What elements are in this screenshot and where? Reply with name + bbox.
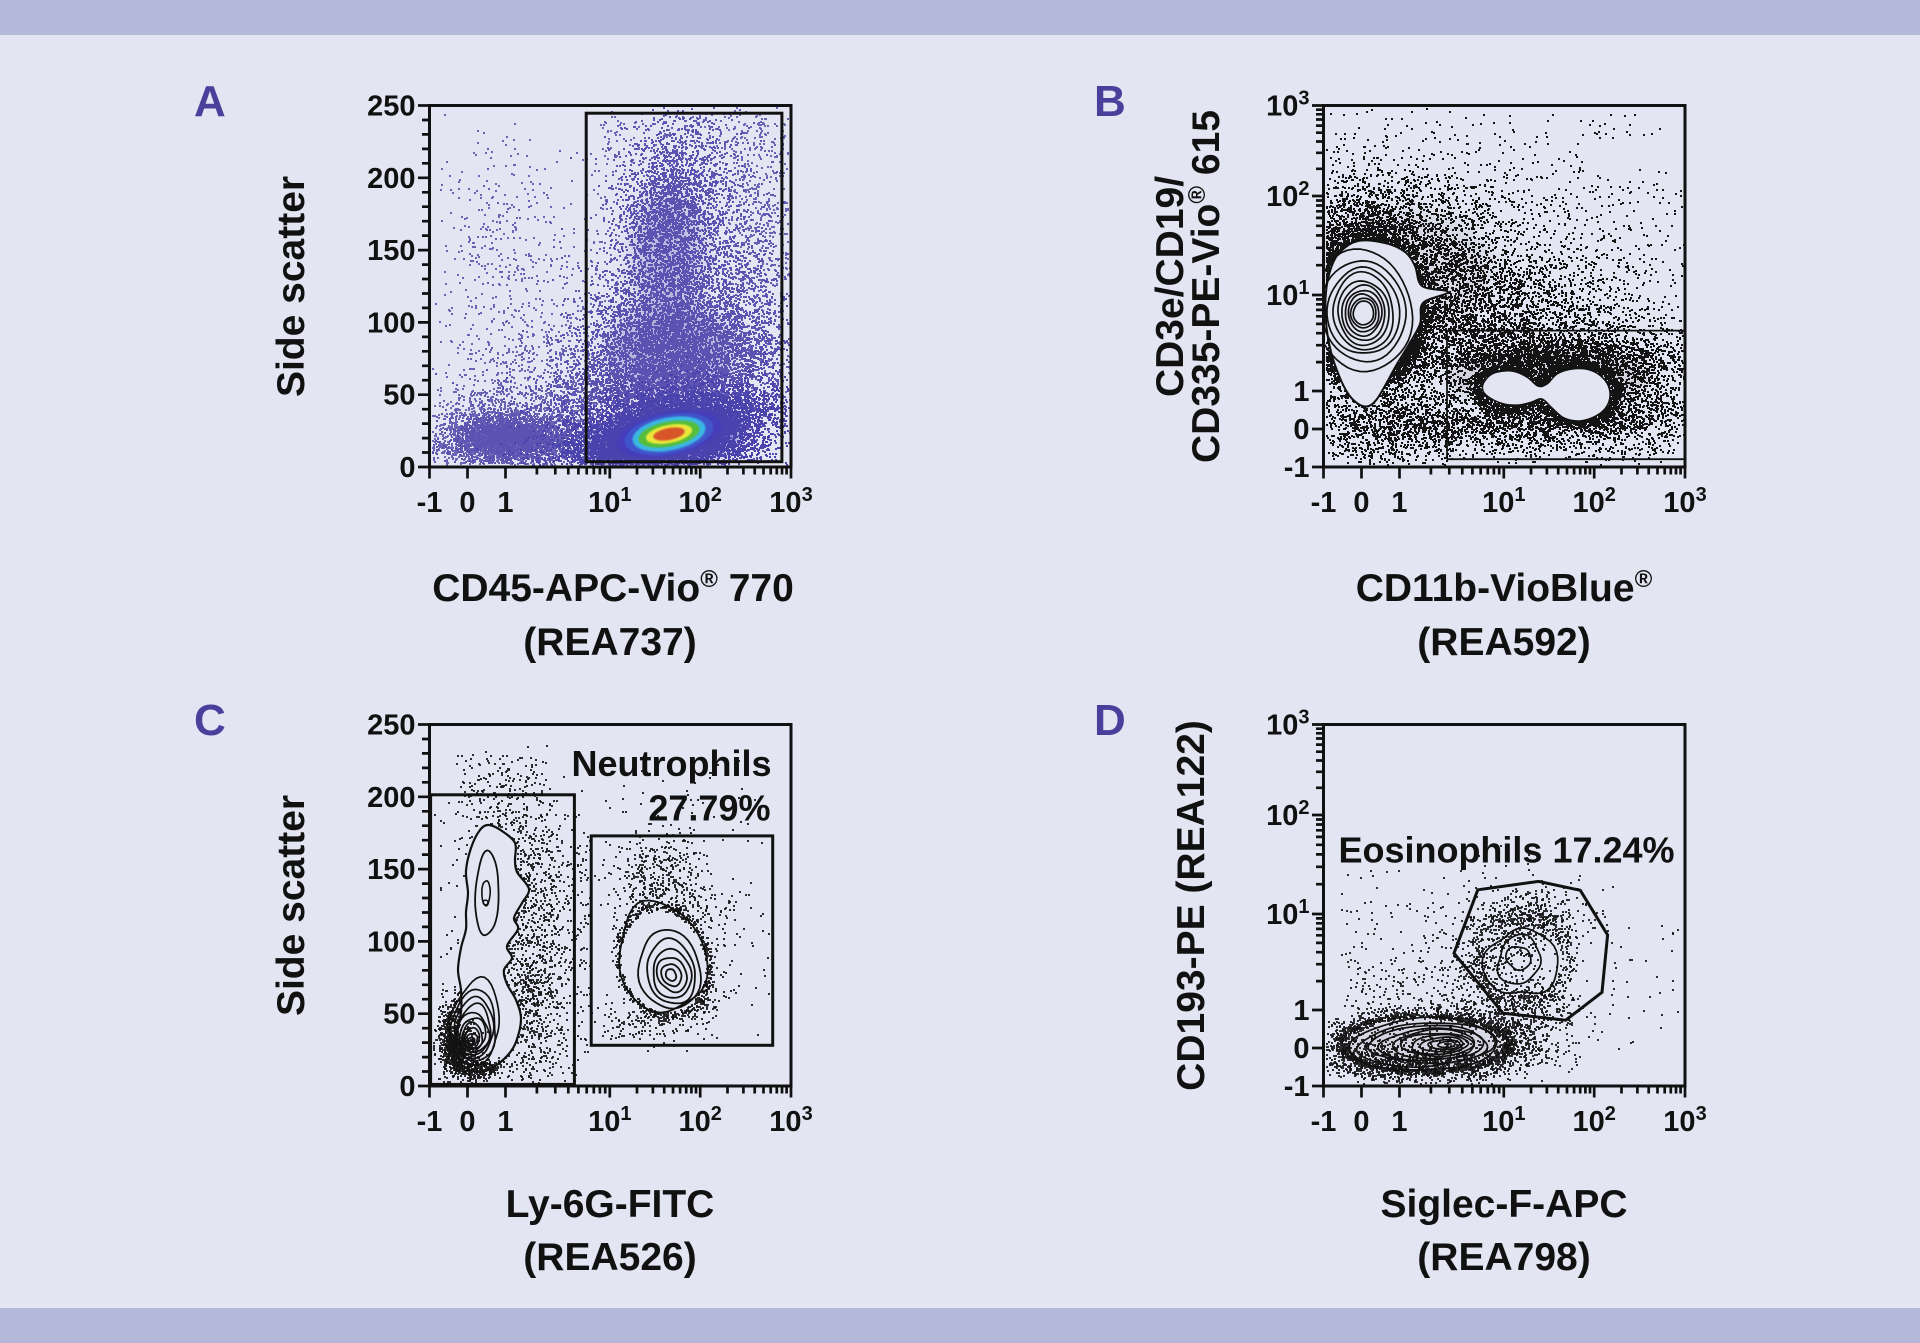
svg-text:Side scatter: Side scatter <box>270 795 313 1016</box>
svg-text:C: C <box>194 696 226 745</box>
svg-text:-1: -1 <box>417 1106 443 1138</box>
svg-text:-1: -1 <box>417 487 443 519</box>
svg-text:CD3e/CD19/: CD3e/CD19/ <box>1149 176 1192 397</box>
svg-text:-1: -1 <box>1284 1071 1310 1103</box>
svg-text:(REA798): (REA798) <box>1417 1236 1590 1279</box>
svg-text:102: 102 <box>1266 178 1309 213</box>
svg-text:0: 0 <box>459 487 475 519</box>
svg-text:Siglec-F-APC: Siglec-F-APC <box>1380 1183 1627 1226</box>
svg-text:200: 200 <box>367 163 415 195</box>
svg-text:100: 100 <box>367 307 415 339</box>
svg-text:(REA526): (REA526) <box>523 1236 696 1279</box>
svg-text:0: 0 <box>1353 487 1369 519</box>
svg-text:Eosinophils 17.24%: Eosinophils 17.24% <box>1338 830 1674 871</box>
svg-text:200: 200 <box>367 782 415 814</box>
svg-text:Ly-6G-FITC: Ly-6G-FITC <box>506 1183 715 1226</box>
svg-text:0: 0 <box>1293 414 1309 446</box>
svg-text:Side scatter: Side scatter <box>270 176 313 397</box>
svg-text:-1: -1 <box>1284 452 1310 484</box>
svg-text:0: 0 <box>399 452 415 484</box>
svg-text:250: 250 <box>367 710 415 742</box>
svg-text:CD11b-VioBlue®: CD11b-VioBlue® <box>1356 566 1653 610</box>
svg-text:100: 100 <box>367 926 415 958</box>
svg-text:CD335-PE-Vio® 615: CD335-PE-Vio® 615 <box>1184 110 1228 463</box>
svg-text:1: 1 <box>1391 1106 1407 1138</box>
svg-text:Neutrophils: Neutrophils <box>571 743 771 784</box>
svg-text:50: 50 <box>383 999 415 1031</box>
svg-text:27.79%: 27.79% <box>648 788 770 829</box>
svg-text:1: 1 <box>1293 376 1309 408</box>
svg-text:-1: -1 <box>1311 487 1337 519</box>
svg-text:D: D <box>1094 696 1126 745</box>
svg-text:0: 0 <box>459 1106 475 1138</box>
svg-text:-1: -1 <box>1311 1106 1337 1138</box>
svg-text:150: 150 <box>367 854 415 886</box>
svg-text:0: 0 <box>1353 1106 1369 1138</box>
svg-text:0: 0 <box>399 1071 415 1103</box>
svg-text:250: 250 <box>367 91 415 123</box>
svg-text:1: 1 <box>497 1106 513 1138</box>
svg-text:1: 1 <box>1391 487 1407 519</box>
svg-text:150: 150 <box>367 235 415 267</box>
svg-text:50: 50 <box>383 380 415 412</box>
svg-text:0: 0 <box>1293 1033 1309 1065</box>
svg-text:CD45-APC-Vio® 770: CD45-APC-Vio® 770 <box>432 566 794 610</box>
svg-text:A: A <box>194 77 226 126</box>
svg-text:CD193-PE (REA122): CD193-PE (REA122) <box>1170 720 1213 1091</box>
svg-text:1: 1 <box>497 487 513 519</box>
svg-text:101: 101 <box>588 484 631 519</box>
svg-text:1: 1 <box>1293 995 1309 1027</box>
svg-text:(REA737): (REA737) <box>523 621 696 664</box>
svg-text:(REA592): (REA592) <box>1417 621 1590 664</box>
svg-text:B: B <box>1094 77 1126 126</box>
